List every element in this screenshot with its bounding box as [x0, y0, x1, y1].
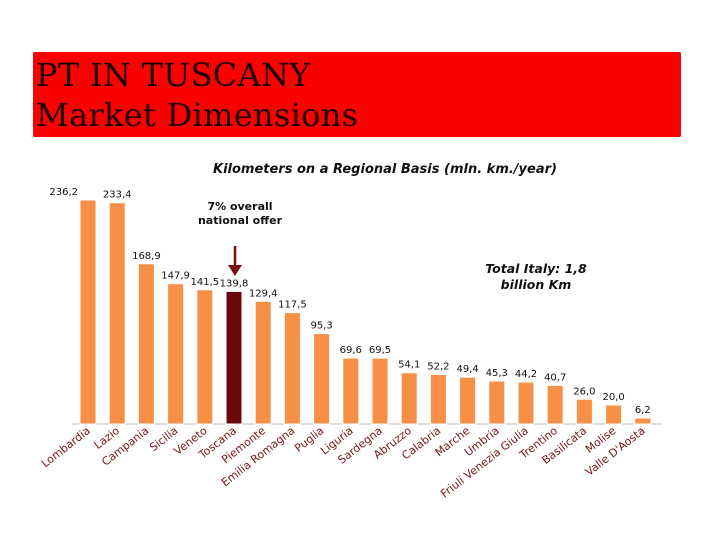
bar-trentino — [546, 384, 564, 425]
value-label-basilicata: 26,0 — [573, 386, 595, 397]
bar-emilia-romagna — [283, 312, 301, 425]
value-label-molise: 20,0 — [602, 392, 624, 403]
value-label-emilia-romagna: 117,5 — [278, 300, 307, 311]
bar-veneto — [196, 289, 214, 425]
slide-title-line-2: Market Dimensions — [36, 96, 359, 134]
offer-annotation-line-1: 7% overall — [207, 200, 272, 213]
category-labels-group: LombardiaLazioCampaniaSiciliaVenetoTosca… — [39, 424, 648, 500]
value-label-piemonte: 129,4 — [249, 288, 278, 299]
bar-molise — [605, 404, 623, 425]
bar-basilicata — [575, 398, 593, 425]
value-label-friuli-venezia-giulia: 44,2 — [515, 369, 537, 380]
value-label-abruzzo: 54,1 — [398, 360, 420, 371]
value-label-puglia: 95,3 — [310, 321, 332, 332]
value-label-campania: 168,9 — [132, 251, 161, 262]
bar-abruzzo — [400, 372, 418, 425]
bar-lombardia — [79, 199, 97, 425]
value-label-calabria: 52,2 — [427, 362, 449, 373]
value-label-liguria: 69,6 — [340, 345, 362, 356]
bar-calabria — [429, 374, 447, 425]
bar-piemonte — [254, 300, 272, 425]
value-label-trentino: 40,7 — [544, 372, 566, 383]
bar-marche — [459, 376, 477, 425]
bar-campania — [137, 263, 155, 425]
value-label-lazio: 233,4 — [103, 190, 132, 201]
value-label-lombardia: 236,2 — [49, 187, 78, 198]
bar-sardegna — [371, 357, 389, 425]
total-annotation-line-2: billion Km — [501, 277, 572, 292]
chart-title: Kilometers on a Regional Basis (mln. km.… — [213, 162, 557, 177]
value-label-toscana: 139,8 — [220, 278, 249, 289]
value-label-valle-d-aosta: 6,2 — [635, 405, 651, 416]
bar-puglia — [313, 333, 331, 425]
value-label-umbria: 45,3 — [486, 368, 508, 379]
total-annotation-line-1: Total Italy: 1,8 — [485, 261, 587, 276]
bar-valle-d-aosta — [634, 417, 652, 425]
title-banner: PT IN TUSCANY Market Dimensions — [33, 52, 681, 137]
value-label-sicilia: 147,9 — [161, 271, 190, 282]
bar-sicilia — [167, 283, 185, 425]
category-label-lombardia: Lombardia — [39, 424, 93, 470]
value-label-veneto: 141,5 — [190, 277, 219, 288]
highlight-arrow-icon — [228, 246, 242, 276]
slide-title-line-1: PT IN TUSCANY — [36, 56, 311, 94]
bar-umbria — [488, 380, 506, 425]
bar-lazio — [108, 202, 126, 425]
bar-toscana — [225, 290, 243, 425]
offer-annotation-line-2: national offer — [198, 214, 283, 227]
bar-liguria — [342, 357, 360, 425]
value-label-sardegna: 69,5 — [369, 345, 391, 356]
bars-group — [79, 199, 652, 425]
value-label-marche: 49,4 — [456, 364, 478, 375]
bar-friuli-venezia-giulia — [517, 381, 535, 425]
